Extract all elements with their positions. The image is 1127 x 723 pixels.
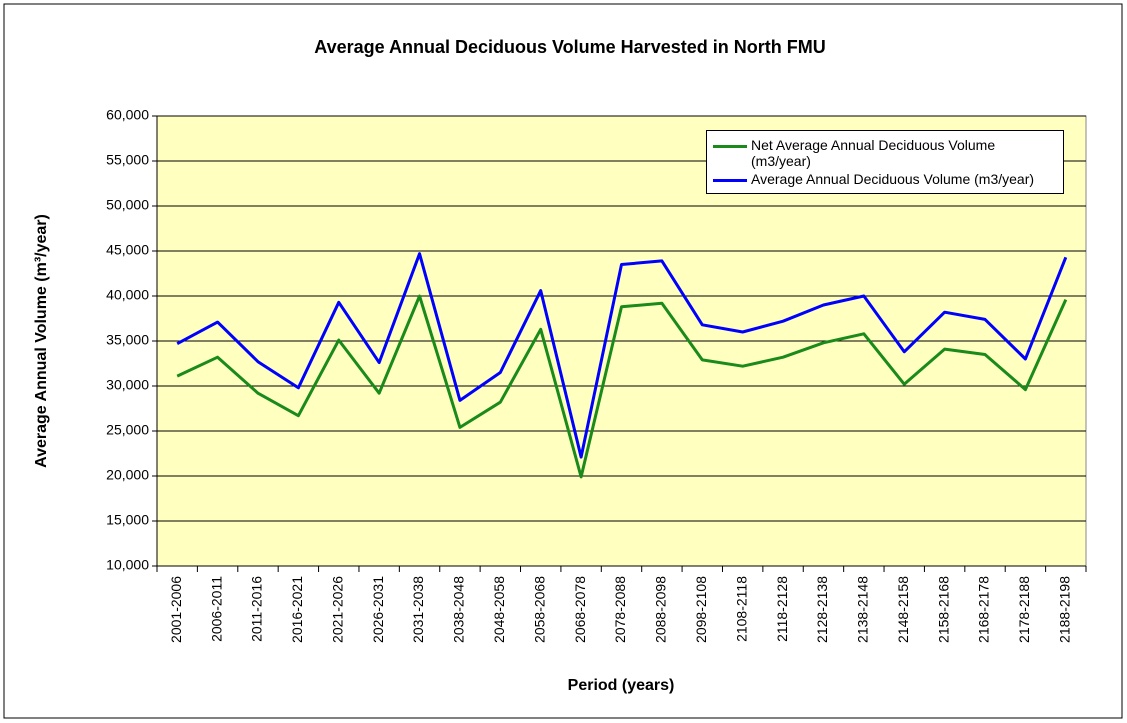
y-tick-label: 30,000 — [106, 377, 149, 393]
series-line — [176, 294, 1068, 479]
x-tick-label: 2178-2188 — [1016, 576, 1032, 643]
y-tick-label: 20,000 — [106, 467, 149, 483]
x-tick-label: 2138-2148 — [855, 576, 871, 643]
legend-entry: Net Average Annual Deciduous Volume (m3/… — [713, 137, 1057, 169]
x-tick-label: 2058-2068 — [531, 576, 547, 643]
x-tick-label: 2128-2138 — [814, 576, 830, 643]
y-tick-label: 50,000 — [106, 197, 149, 213]
legend-label: Net Average Annual Deciduous Volume (m3/… — [751, 137, 996, 169]
x-tick-label: 2168-2178 — [976, 576, 992, 643]
series-line — [176, 252, 1068, 459]
x-tick-label: 2006-2011 — [208, 576, 224, 642]
x-axis-title: Period (years) — [568, 677, 675, 694]
x-tick-label: 2068-2078 — [572, 576, 588, 643]
y-tick-label: 45,000 — [106, 242, 149, 258]
x-tick-label: 2031-2038 — [410, 576, 426, 643]
y-tick-label: 10,000 — [106, 557, 149, 573]
y-tick-label: 35,000 — [106, 332, 149, 348]
x-tick-label: 2108-2118 — [733, 576, 749, 642]
x-tick-label: 2048-2058 — [491, 576, 507, 643]
chart-title: Average Annual Deciduous Volume Harveste… — [314, 37, 825, 57]
y-tick-label: 55,000 — [106, 152, 149, 168]
legend-label: Average Annual Deciduous Volume (m3/year… — [751, 171, 1035, 187]
y-tick-label: 40,000 — [106, 287, 149, 303]
legend-swatch — [713, 179, 747, 182]
x-tick-label: 2001-2006 — [168, 576, 184, 643]
x-tick-label: 2016-2021 — [289, 576, 305, 643]
legend-entry: Average Annual Deciduous Volume (m3/year… — [713, 171, 1057, 187]
y-tick-label: 60,000 — [106, 107, 149, 123]
legend: Net Average Annual Deciduous Volume (m3/… — [706, 130, 1064, 194]
y-axis-title: Average Annual Volume (m³/year) — [33, 214, 50, 468]
x-tick-label: 2026-2031 — [370, 576, 386, 643]
x-tick-label: 2098-2108 — [693, 576, 709, 643]
x-tick-label: 2188-2198 — [1057, 576, 1073, 643]
legend-swatch — [713, 145, 747, 148]
x-tick-label: 2088-2098 — [653, 576, 669, 643]
x-tick-label: 2038-2048 — [451, 576, 467, 643]
x-tick-label: 2011-2016 — [249, 576, 265, 642]
x-tick-label: 2158-2168 — [935, 576, 951, 643]
x-tick-label: 2118-2128 — [774, 576, 790, 642]
y-tick-label: 25,000 — [106, 422, 149, 438]
x-tick-label: 2148-2158 — [895, 576, 911, 643]
x-tick-label: 2078-2088 — [612, 576, 628, 643]
y-tick-label: 15,000 — [106, 512, 149, 528]
x-tick-label: 2021-2026 — [329, 576, 345, 643]
